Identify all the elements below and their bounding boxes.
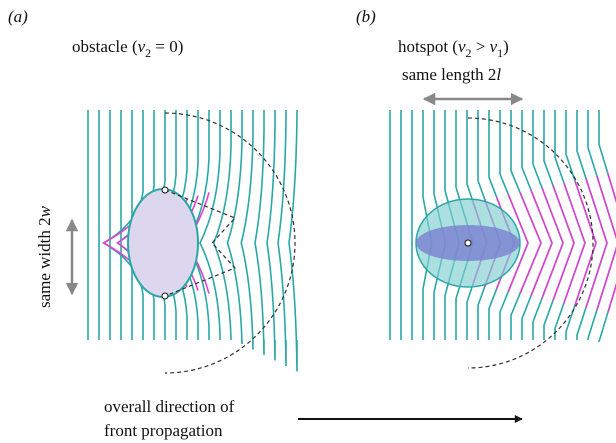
wave-front: [608, 174, 616, 312]
wave-front: [278, 110, 286, 366]
obstacle: [128, 189, 198, 297]
wave-front: [555, 110, 585, 340]
panel-tag: (a): [8, 7, 28, 26]
footer-line: front propagation: [104, 421, 223, 440]
wave-front: [255, 110, 264, 355]
dimension-part: same length 2: [402, 65, 496, 84]
panel-caption: obstacle (v2 = 0): [72, 37, 183, 60]
dimension-label: same length 2l: [402, 65, 501, 84]
dimension-label: same width 2w: [35, 205, 54, 308]
dimension-var: l: [496, 65, 501, 84]
caption-part: >: [472, 37, 490, 56]
caption-part: obstacle (: [72, 37, 138, 56]
wave-front: [200, 110, 220, 340]
point: [162, 187, 168, 193]
wave-front: [289, 110, 297, 372]
point: [162, 293, 168, 299]
caption-part: hotspot (: [398, 37, 458, 56]
footer-line: overall direction of: [104, 397, 235, 416]
dimension-part: same width 2: [35, 217, 54, 308]
wave-front: [544, 110, 574, 340]
figure: (a) obstacle (v2 = 0) (b) hotspot (v2 > …: [0, 0, 616, 443]
panel-caption: hotspot (v2 > v1): [398, 37, 509, 60]
point: [465, 240, 471, 246]
caption-part: = 0): [151, 37, 183, 56]
dimension-var: w: [35, 205, 54, 217]
wave-front: [522, 110, 552, 340]
caption-part: ): [503, 37, 509, 56]
wave-front: [533, 110, 563, 340]
panel-tag: (b): [356, 7, 376, 26]
